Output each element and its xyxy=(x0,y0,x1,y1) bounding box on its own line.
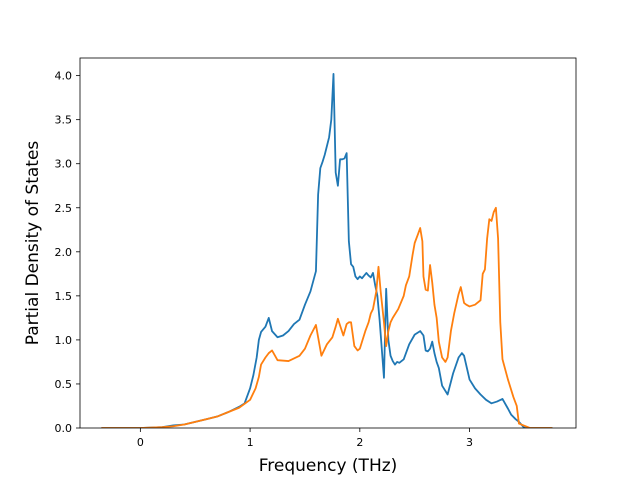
x-axis-label: Frequency (THz) xyxy=(259,456,398,476)
y-tick-label: 0.0 xyxy=(55,422,73,435)
x-axis: 0 1 2 3 xyxy=(137,428,473,449)
x-tick-label: 3 xyxy=(466,436,473,449)
y-axis: 0.0 0.5 1.0 1.5 2.0 2.5 3.0 3.5 4.0 xyxy=(55,70,80,435)
y-tick-label: 1.5 xyxy=(55,290,73,303)
y-tick-label: 3.0 xyxy=(55,158,73,171)
x-tick-label: 0 xyxy=(137,436,144,449)
y-tick-label: 2.5 xyxy=(55,202,73,215)
y-tick-label: 4.0 xyxy=(55,70,73,83)
series-line-1 xyxy=(101,72,553,428)
series-line-2 xyxy=(101,206,553,428)
y-tick-label: 3.5 xyxy=(55,114,73,127)
axes-frame xyxy=(79,57,577,429)
y-tick-label: 1.0 xyxy=(55,334,73,347)
x-tick-label: 2 xyxy=(356,436,363,449)
y-axis-label: Partial Density of States xyxy=(23,141,43,346)
x-tick-label: 1 xyxy=(247,436,254,449)
y-tick-label: 0.5 xyxy=(55,378,73,391)
y-tick-label: 2.0 xyxy=(55,246,73,259)
plot-area xyxy=(101,72,553,428)
